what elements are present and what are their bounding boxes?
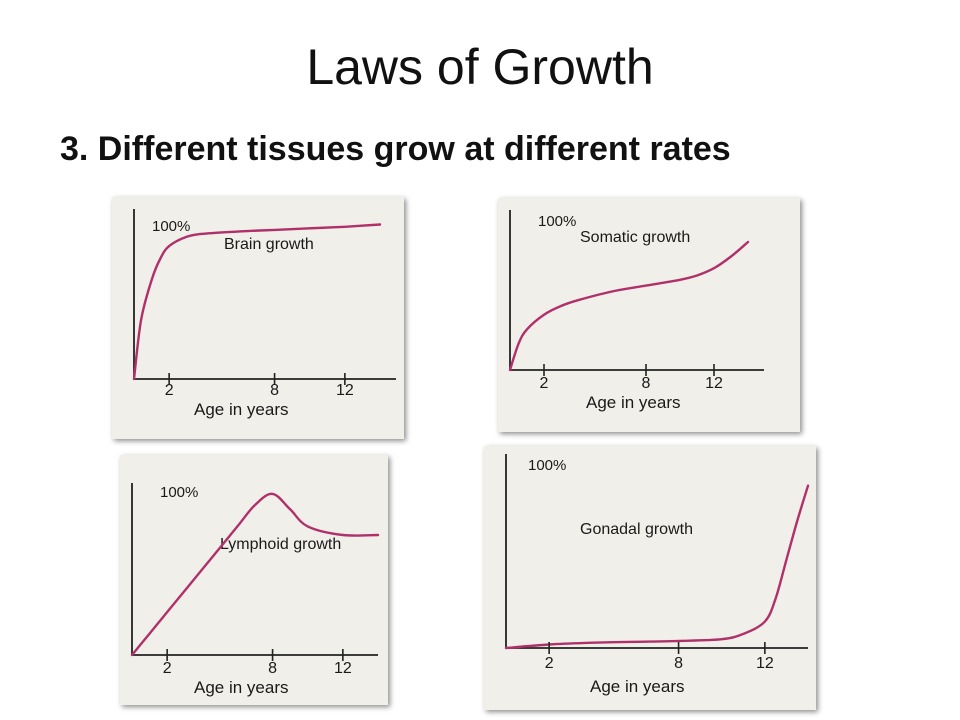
- chart-title: Lymphoid growth: [220, 536, 341, 553]
- gonadal-growth-panel: 100% Gonadal growth 2 8 12 Age in years: [484, 446, 816, 710]
- x-tick-label: 2: [165, 382, 174, 399]
- x-tick-label: 12: [756, 655, 774, 672]
- x-axis-label: Age in years: [590, 677, 685, 696]
- lymphoid-growth-chart: 100% Lymphoid growth 2 8 12 Age in years: [130, 483, 380, 697]
- x-tick-label: 2: [163, 660, 172, 677]
- somatic-growth-chart: 100% Somatic growth 2 8 12 Age in years: [508, 210, 764, 412]
- x-tick-label: 8: [674, 655, 683, 672]
- x-tick-label: 8: [268, 660, 277, 677]
- chart-title: Gonadal growth: [580, 521, 693, 538]
- x-tick-label: 8: [642, 375, 651, 392]
- somatic-growth-panel: 100% Somatic growth 2 8 12 Age in years: [498, 198, 800, 432]
- slide-subtitle: 3. Different tissues grow at different r…: [60, 130, 731, 168]
- hundred-percent-label: 100%: [538, 213, 576, 230]
- chart-title: Brain growth: [224, 236, 314, 253]
- growth-curve: [130, 492, 380, 657]
- hundred-percent-label: 100%: [152, 218, 190, 235]
- x-tick-label: 12: [334, 660, 352, 677]
- x-tick-label: 2: [545, 655, 554, 672]
- chart-title: Somatic growth: [580, 229, 690, 246]
- x-tick-label: 12: [336, 382, 354, 399]
- hundred-percent-label: 100%: [160, 484, 198, 501]
- gonadal-growth-chart: 100% Gonadal growth 2 8 12 Age in years: [504, 454, 810, 696]
- slide-title: Laws of Growth: [306, 39, 654, 95]
- growth-curve: [132, 223, 382, 381]
- x-tick-label: 2: [540, 375, 549, 392]
- growth-curve: [508, 240, 750, 372]
- x-axis-label: Age in years: [194, 678, 289, 697]
- brain-growth-chart: 100% Brain growth 2 8 12 Age in years: [132, 209, 396, 419]
- x-tick-label: 8: [270, 382, 279, 399]
- growth-curve: [504, 484, 810, 650]
- x-tick-label: 12: [705, 375, 723, 392]
- x-axis-label: Age in years: [586, 393, 681, 412]
- brain-growth-panel: 100% Brain growth 2 8 12 Age in years: [112, 197, 404, 439]
- x-axis-label: Age in years: [194, 400, 289, 419]
- hundred-percent-label: 100%: [528, 457, 566, 474]
- lymphoid-growth-panel: 100% Lymphoid growth 2 8 12 Age in years: [120, 455, 388, 705]
